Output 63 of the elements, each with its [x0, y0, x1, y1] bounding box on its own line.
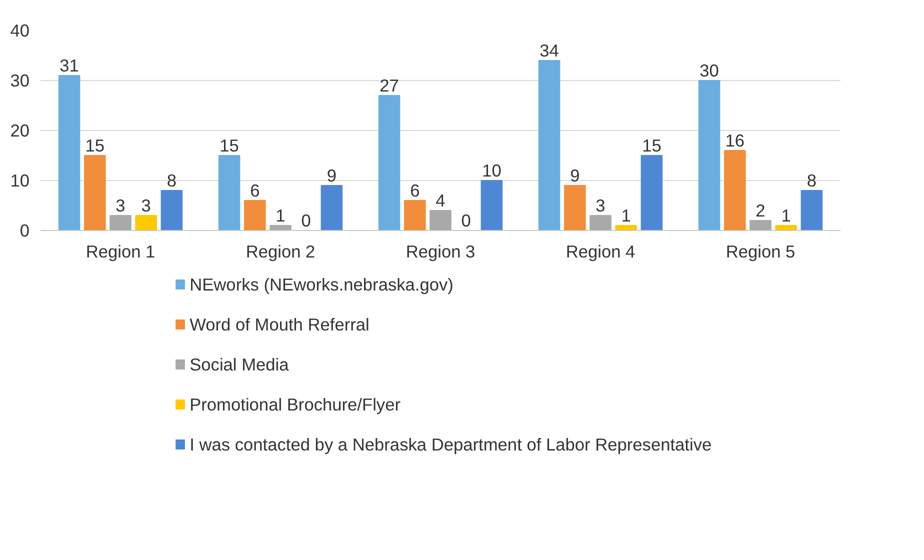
- data-label: 8: [166, 170, 177, 190]
- data-label: 8: [806, 170, 817, 190]
- data-label: 9: [326, 166, 337, 186]
- bar: [564, 185, 586, 230]
- x-tick-label: Region 2: [246, 242, 316, 262]
- bar: [244, 200, 266, 230]
- data-label: 3: [141, 196, 151, 216]
- y-tick-label: 10: [10, 170, 30, 190]
- data-label: 3: [116, 196, 126, 216]
- bar: [270, 225, 292, 230]
- legend-label: Word of Mouth Referral: [190, 314, 370, 334]
- bar: [615, 225, 637, 230]
- data-label: 0: [461, 210, 471, 230]
- data-label: 15: [642, 136, 662, 156]
- data-label: 1: [621, 206, 631, 226]
- bar: [775, 225, 797, 230]
- bar: [800, 190, 823, 230]
- data-label: 15: [220, 136, 239, 156]
- legend-label: NEworks (NEworks.nebraska.gov): [190, 274, 454, 294]
- bar: [378, 95, 400, 230]
- x-tick-label: Region 4: [566, 242, 636, 262]
- x-tick-label: Region 1: [86, 242, 156, 262]
- bar: [750, 220, 772, 230]
- bar: [430, 210, 452, 230]
- data-label: 1: [781, 206, 791, 226]
- bar: [724, 150, 746, 230]
- data-label: 27: [380, 76, 399, 96]
- data-label: 6: [250, 180, 260, 200]
- bar: [58, 75, 80, 230]
- y-tick-label: 0: [20, 220, 30, 240]
- bar: [320, 185, 343, 230]
- bar: [590, 215, 612, 230]
- data-label: 16: [725, 130, 745, 150]
- bar: [110, 215, 132, 230]
- bar: [640, 155, 663, 230]
- data-label: 2: [756, 200, 766, 220]
- bar: [538, 60, 560, 230]
- data-label: 31: [60, 56, 79, 76]
- data-label: 0: [301, 210, 311, 230]
- legend-label: Social Media: [190, 354, 290, 374]
- bar: [218, 155, 240, 230]
- data-label: 3: [596, 196, 606, 216]
- data-label: 4: [436, 190, 446, 210]
- legend-label: Promotional Brochure/Flyer: [190, 394, 401, 414]
- data-label: 34: [540, 40, 560, 60]
- bar: [135, 215, 157, 230]
- y-tick-label: 30: [10, 70, 30, 90]
- bar: [160, 190, 183, 230]
- data-label: 9: [570, 166, 580, 186]
- bar: [84, 155, 106, 230]
- bar: [480, 180, 503, 230]
- data-label: 1: [276, 206, 286, 226]
- bar: [698, 80, 720, 230]
- y-tick-label: 20: [10, 120, 30, 140]
- x-tick-label: Region 5: [726, 242, 796, 262]
- data-label: 15: [85, 136, 105, 156]
- data-label: 30: [700, 60, 719, 80]
- legend-label: I was contacted by a Nebraska Department of Labor Representative: [190, 434, 712, 454]
- x-tick-label: Region 3: [406, 242, 476, 262]
- y-tick-label: 40: [10, 20, 30, 40]
- data-label: 10: [482, 160, 502, 180]
- bar: [404, 200, 426, 230]
- data-label: 6: [410, 180, 420, 200]
